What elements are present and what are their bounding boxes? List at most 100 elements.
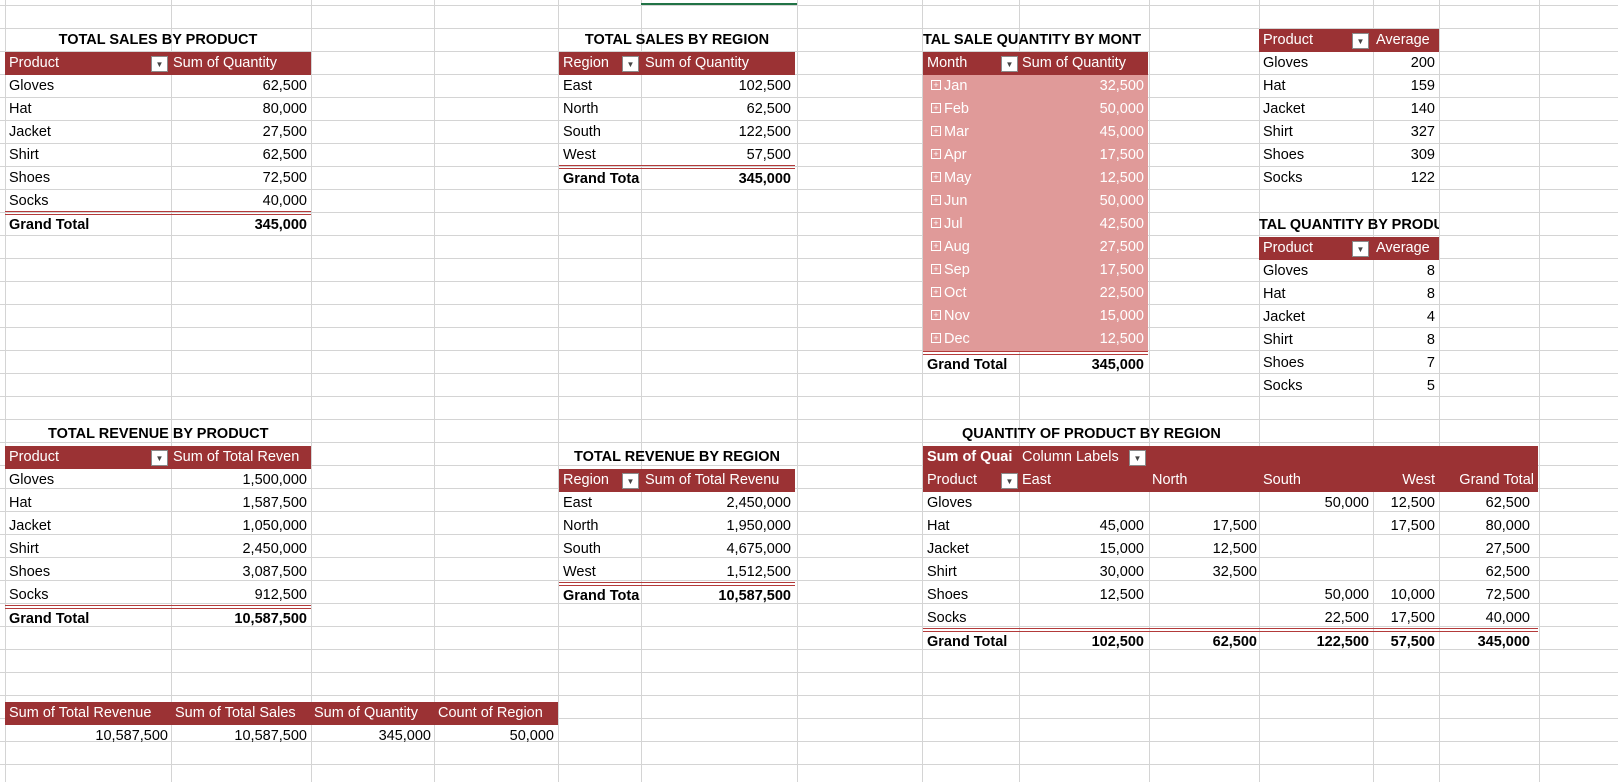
pivot-header-row bbox=[1259, 237, 1439, 260]
row-value: 5 bbox=[1426, 378, 1435, 394]
row-label: Shoes bbox=[1263, 147, 1305, 163]
row-value: 8 bbox=[1426, 263, 1435, 279]
row-value: 122 bbox=[1410, 170, 1435, 186]
month-row-label[interactable]: + Dec bbox=[927, 328, 1017, 351]
pivot-title: TOTAL REVENUE BY PRODUCT bbox=[48, 426, 269, 442]
filter-dropdown-icon[interactable]: ▼ bbox=[622, 473, 639, 489]
expand-icon[interactable]: + bbox=[931, 310, 941, 321]
pivot-header-row bbox=[559, 52, 795, 75]
cell-grand-total: 72,500 bbox=[1485, 587, 1530, 603]
total-west: 57,500 bbox=[1390, 634, 1435, 650]
row-label: Gloves bbox=[927, 495, 973, 511]
total-separator bbox=[5, 605, 311, 606]
total-separator bbox=[559, 582, 795, 583]
expand-icon[interactable]: + bbox=[931, 103, 941, 114]
row-value: 327 bbox=[1410, 124, 1435, 140]
filter-dropdown-icon[interactable]: ▼ bbox=[622, 56, 639, 72]
expand-icon[interactable]: + bbox=[931, 333, 941, 344]
total-north: 62,500 bbox=[1212, 634, 1257, 650]
row-label: Jacket bbox=[1263, 309, 1305, 325]
month-row-label[interactable]: + Sep bbox=[927, 259, 1017, 282]
column-header-grand-total: Grand Total bbox=[1459, 472, 1534, 488]
pivot-title: QUANTITY OF PRODUCT BY REGION bbox=[962, 426, 1221, 442]
row-value: 7 bbox=[1426, 355, 1435, 371]
grand-total-label: Grand Total bbox=[9, 611, 90, 627]
summary-header: Sum of Total Sales bbox=[175, 705, 296, 721]
cell-south: 50,000 bbox=[1324, 495, 1369, 511]
total-separator bbox=[923, 631, 1538, 632]
column-header-south: South bbox=[1263, 472, 1301, 488]
month-row-value: 12,500 bbox=[1099, 331, 1144, 347]
month-row-label[interactable]: + May bbox=[927, 167, 1017, 190]
month-row-label[interactable]: + Jul bbox=[927, 213, 1017, 236]
row-label: Socks bbox=[927, 610, 967, 626]
row-label: Jacket bbox=[9, 124, 51, 140]
cell-north bbox=[1152, 607, 1257, 630]
row-value: 1,050,000 bbox=[242, 518, 307, 534]
expand-icon[interactable]: + bbox=[931, 172, 941, 183]
grand-total-label: Grand Tota bbox=[563, 588, 640, 604]
expand-icon[interactable]: + bbox=[931, 287, 941, 298]
column-filter-dropdown-icon[interactable]: ▼ bbox=[1129, 450, 1146, 466]
month-row-value: 17,500 bbox=[1099, 147, 1144, 163]
row-label: Hat bbox=[9, 495, 32, 511]
row-value: 62,500 bbox=[746, 101, 791, 117]
grand-total-label: Grand Total bbox=[927, 634, 1008, 650]
pivot-title: TOTAL SALES BY REGION bbox=[584, 32, 770, 48]
cell-south bbox=[1263, 515, 1369, 538]
expand-icon[interactable]: + bbox=[931, 241, 941, 252]
summary-header: Sum of Quantity bbox=[314, 705, 418, 721]
filter-dropdown-icon[interactable]: ▼ bbox=[151, 56, 168, 72]
filter-dropdown-icon[interactable]: ▼ bbox=[151, 450, 168, 466]
month-row-value: 50,000 bbox=[1099, 101, 1144, 117]
month-row-label[interactable]: + Apr bbox=[927, 144, 1017, 167]
month-row-label[interactable]: + Oct bbox=[927, 282, 1017, 305]
filter-dropdown-icon[interactable]: ▼ bbox=[1352, 33, 1369, 49]
filter-dropdown-icon[interactable]: ▼ bbox=[1352, 241, 1369, 257]
expand-icon[interactable]: + bbox=[931, 218, 941, 229]
row-label: North bbox=[563, 101, 599, 117]
month-row-label[interactable]: + Jun bbox=[927, 190, 1017, 213]
cell-west bbox=[1376, 561, 1435, 584]
expand-icon[interactable]: + bbox=[931, 195, 941, 206]
expand-icon[interactable]: + bbox=[931, 149, 941, 160]
row-label-header: Product bbox=[9, 55, 59, 71]
month-row-label[interactable]: + Nov bbox=[927, 305, 1017, 328]
row-label: South bbox=[563, 124, 601, 140]
month-row-value: 50,000 bbox=[1099, 193, 1144, 209]
row-label: Shirt bbox=[9, 541, 39, 557]
row-label: Shirt bbox=[1263, 124, 1293, 140]
expand-icon[interactable]: + bbox=[931, 264, 941, 275]
filter-dropdown-icon[interactable]: ▼ bbox=[1001, 473, 1018, 489]
row-value: 1,950,000 bbox=[726, 518, 791, 534]
cell-west bbox=[1376, 538, 1435, 561]
cell-grand-total: 27,500 bbox=[1485, 541, 1530, 557]
cell-north bbox=[1152, 492, 1257, 515]
expand-icon[interactable]: + bbox=[931, 126, 941, 137]
expand-icon[interactable]: + bbox=[931, 80, 941, 91]
row-value: 4,675,000 bbox=[726, 541, 791, 557]
row-label: Shoes bbox=[9, 170, 51, 186]
row-value: 8 bbox=[1426, 332, 1435, 348]
cell-grand-total: 62,500 bbox=[1485, 495, 1530, 511]
summary-value: 10,587,500 bbox=[234, 728, 307, 744]
month-row-value: 32,500 bbox=[1099, 78, 1144, 94]
total-separator bbox=[559, 168, 795, 169]
month-row-label[interactable]: + Aug bbox=[927, 236, 1017, 259]
pivot-header-block bbox=[923, 446, 1538, 492]
row-label: East bbox=[563, 495, 593, 511]
month-row-value: 27,500 bbox=[1099, 239, 1144, 255]
month-row-label[interactable]: + Mar bbox=[927, 121, 1017, 144]
grand-total-label: Grand Total bbox=[927, 357, 1008, 373]
cell-east bbox=[1022, 607, 1144, 630]
cell-east bbox=[1022, 492, 1144, 515]
row-label-header: Product bbox=[9, 449, 59, 465]
month-row-label[interactable]: + Jan bbox=[927, 75, 1017, 98]
month-row-label[interactable]: + Feb bbox=[927, 98, 1017, 121]
cell-west: 10,000 bbox=[1390, 587, 1435, 603]
total-separator bbox=[923, 354, 1148, 355]
filter-dropdown-icon[interactable]: ▼ bbox=[1001, 56, 1018, 72]
row-label: North bbox=[563, 518, 599, 534]
row-value: 1,512,500 bbox=[726, 564, 791, 580]
value-field-header: Sum of Quantity bbox=[173, 55, 277, 71]
